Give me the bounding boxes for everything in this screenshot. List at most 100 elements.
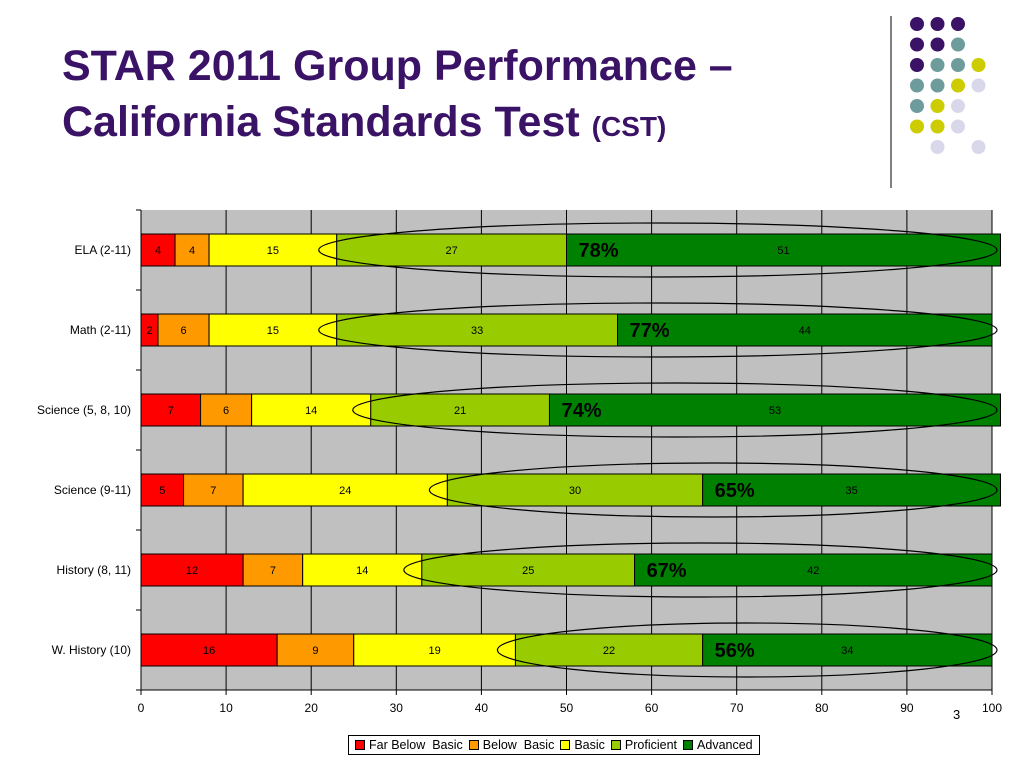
data-label: 42 bbox=[807, 565, 819, 577]
bar-segment bbox=[370, 393, 550, 427]
data-label: 9 bbox=[312, 645, 318, 657]
decor-dot bbox=[930, 140, 945, 154]
proficient-advanced-percent: 65% bbox=[715, 480, 755, 502]
title-main: STAR 2011 Group Performance – California … bbox=[62, 42, 733, 146]
bar-segment bbox=[140, 393, 202, 427]
slide-number: 3 bbox=[953, 707, 961, 722]
decor-dot bbox=[951, 17, 965, 31]
category-label: Math (2-11) bbox=[70, 323, 131, 337]
x-tick-label: 100 bbox=[982, 701, 1002, 715]
category-label: ELA (2-11) bbox=[75, 243, 131, 257]
bar-segment bbox=[548, 393, 1002, 427]
data-label: 21 bbox=[454, 405, 466, 417]
slide-title: STAR 2011 Group Performance – California … bbox=[62, 40, 733, 153]
bar-segment bbox=[566, 233, 1002, 267]
bar-segment bbox=[140, 553, 244, 587]
data-label: 51 bbox=[777, 245, 789, 257]
data-label: 19 bbox=[428, 645, 440, 657]
percentage-oval bbox=[352, 382, 998, 438]
bar-segment bbox=[200, 393, 253, 427]
legend-label: Far Below Basic bbox=[369, 738, 463, 752]
decor-dot bbox=[951, 99, 965, 113]
legend-item: Advanced bbox=[683, 738, 753, 752]
title-sub: (CST) bbox=[591, 111, 667, 142]
decor-dot bbox=[930, 58, 945, 72]
legend-swatch bbox=[610, 740, 621, 750]
decor-dot bbox=[910, 99, 924, 113]
x-tick-label: 30 bbox=[390, 701, 404, 715]
decor-dot bbox=[951, 58, 965, 72]
bar-segment bbox=[242, 553, 304, 587]
x-tick-label: 40 bbox=[475, 701, 489, 715]
x-tick-label: 20 bbox=[305, 701, 319, 715]
bar-segment bbox=[140, 473, 185, 507]
bar-segment bbox=[174, 233, 210, 267]
bar-segment bbox=[702, 633, 993, 667]
decor-dot bbox=[910, 37, 924, 52]
decor-dot bbox=[971, 78, 986, 93]
decor-dot bbox=[910, 17, 924, 31]
decor-dot bbox=[951, 78, 965, 93]
legend-swatch bbox=[355, 740, 365, 750]
data-label: 30 bbox=[569, 485, 581, 497]
data-label: 35 bbox=[845, 485, 857, 497]
decor-dot bbox=[930, 78, 945, 93]
bar-segment bbox=[208, 233, 338, 267]
x-tick-label: 50 bbox=[560, 701, 574, 715]
data-label: 16 bbox=[203, 645, 215, 657]
percentage-oval bbox=[496, 622, 998, 678]
x-tick-label: 90 bbox=[900, 701, 914, 715]
bar-segment bbox=[242, 473, 448, 507]
data-label: 44 bbox=[799, 325, 811, 337]
data-label: 14 bbox=[305, 405, 317, 417]
legend-label: Advanced bbox=[697, 738, 753, 752]
bar-segment bbox=[208, 313, 338, 347]
proficient-advanced-percent: 78% bbox=[578, 240, 618, 262]
legend-label: Proficient bbox=[624, 738, 678, 752]
legend-label: Below Basic bbox=[482, 738, 555, 752]
legend-item: Far Below Basic bbox=[355, 738, 463, 752]
bar-segment bbox=[446, 473, 704, 507]
percentage-oval bbox=[318, 302, 998, 358]
data-label: 5 bbox=[159, 485, 165, 497]
data-label: 33 bbox=[471, 325, 483, 337]
bar-segment bbox=[157, 313, 210, 347]
bar-segment bbox=[634, 553, 993, 587]
data-label: 6 bbox=[180, 325, 186, 337]
bar-segment bbox=[421, 553, 636, 587]
data-label: 7 bbox=[270, 565, 276, 577]
bar-segment bbox=[183, 473, 244, 507]
percentage-oval bbox=[428, 462, 998, 518]
x-tick-label: 0 bbox=[138, 701, 145, 715]
bar-segment bbox=[336, 313, 619, 347]
data-label: 53 bbox=[769, 405, 781, 417]
data-label: 34 bbox=[841, 645, 853, 657]
percentage-oval bbox=[403, 542, 998, 598]
bar-segment bbox=[276, 633, 355, 667]
decor-dot bbox=[930, 119, 945, 134]
data-label: 14 bbox=[356, 565, 368, 577]
legend-swatch bbox=[468, 740, 479, 750]
data-label: 6 bbox=[223, 405, 229, 417]
category-label: Science (9-11) bbox=[54, 483, 131, 497]
legend-swatch bbox=[683, 740, 694, 750]
bar-segment bbox=[336, 233, 568, 267]
category-label: History (8, 11) bbox=[57, 563, 131, 577]
decor-dot bbox=[930, 99, 945, 113]
proficient-advanced-percent: 77% bbox=[630, 320, 670, 342]
decor-dot bbox=[951, 119, 965, 134]
data-label: 24 bbox=[339, 485, 351, 497]
decor-dot bbox=[930, 17, 945, 31]
decor-dot bbox=[910, 119, 924, 134]
data-label: 15 bbox=[267, 325, 279, 337]
x-tick-label: 60 bbox=[645, 701, 659, 715]
data-label: 12 bbox=[186, 565, 198, 577]
legend-swatch bbox=[560, 740, 571, 750]
bar-segment bbox=[514, 633, 704, 667]
proficient-advanced-percent: 67% bbox=[647, 560, 687, 582]
category-label: W. History (10) bbox=[52, 643, 131, 657]
data-label: 2 bbox=[146, 325, 152, 337]
x-tick-label: 80 bbox=[815, 701, 829, 715]
decorative-dot-pattern bbox=[890, 16, 986, 188]
legend-item: Below Basic bbox=[468, 738, 555, 752]
